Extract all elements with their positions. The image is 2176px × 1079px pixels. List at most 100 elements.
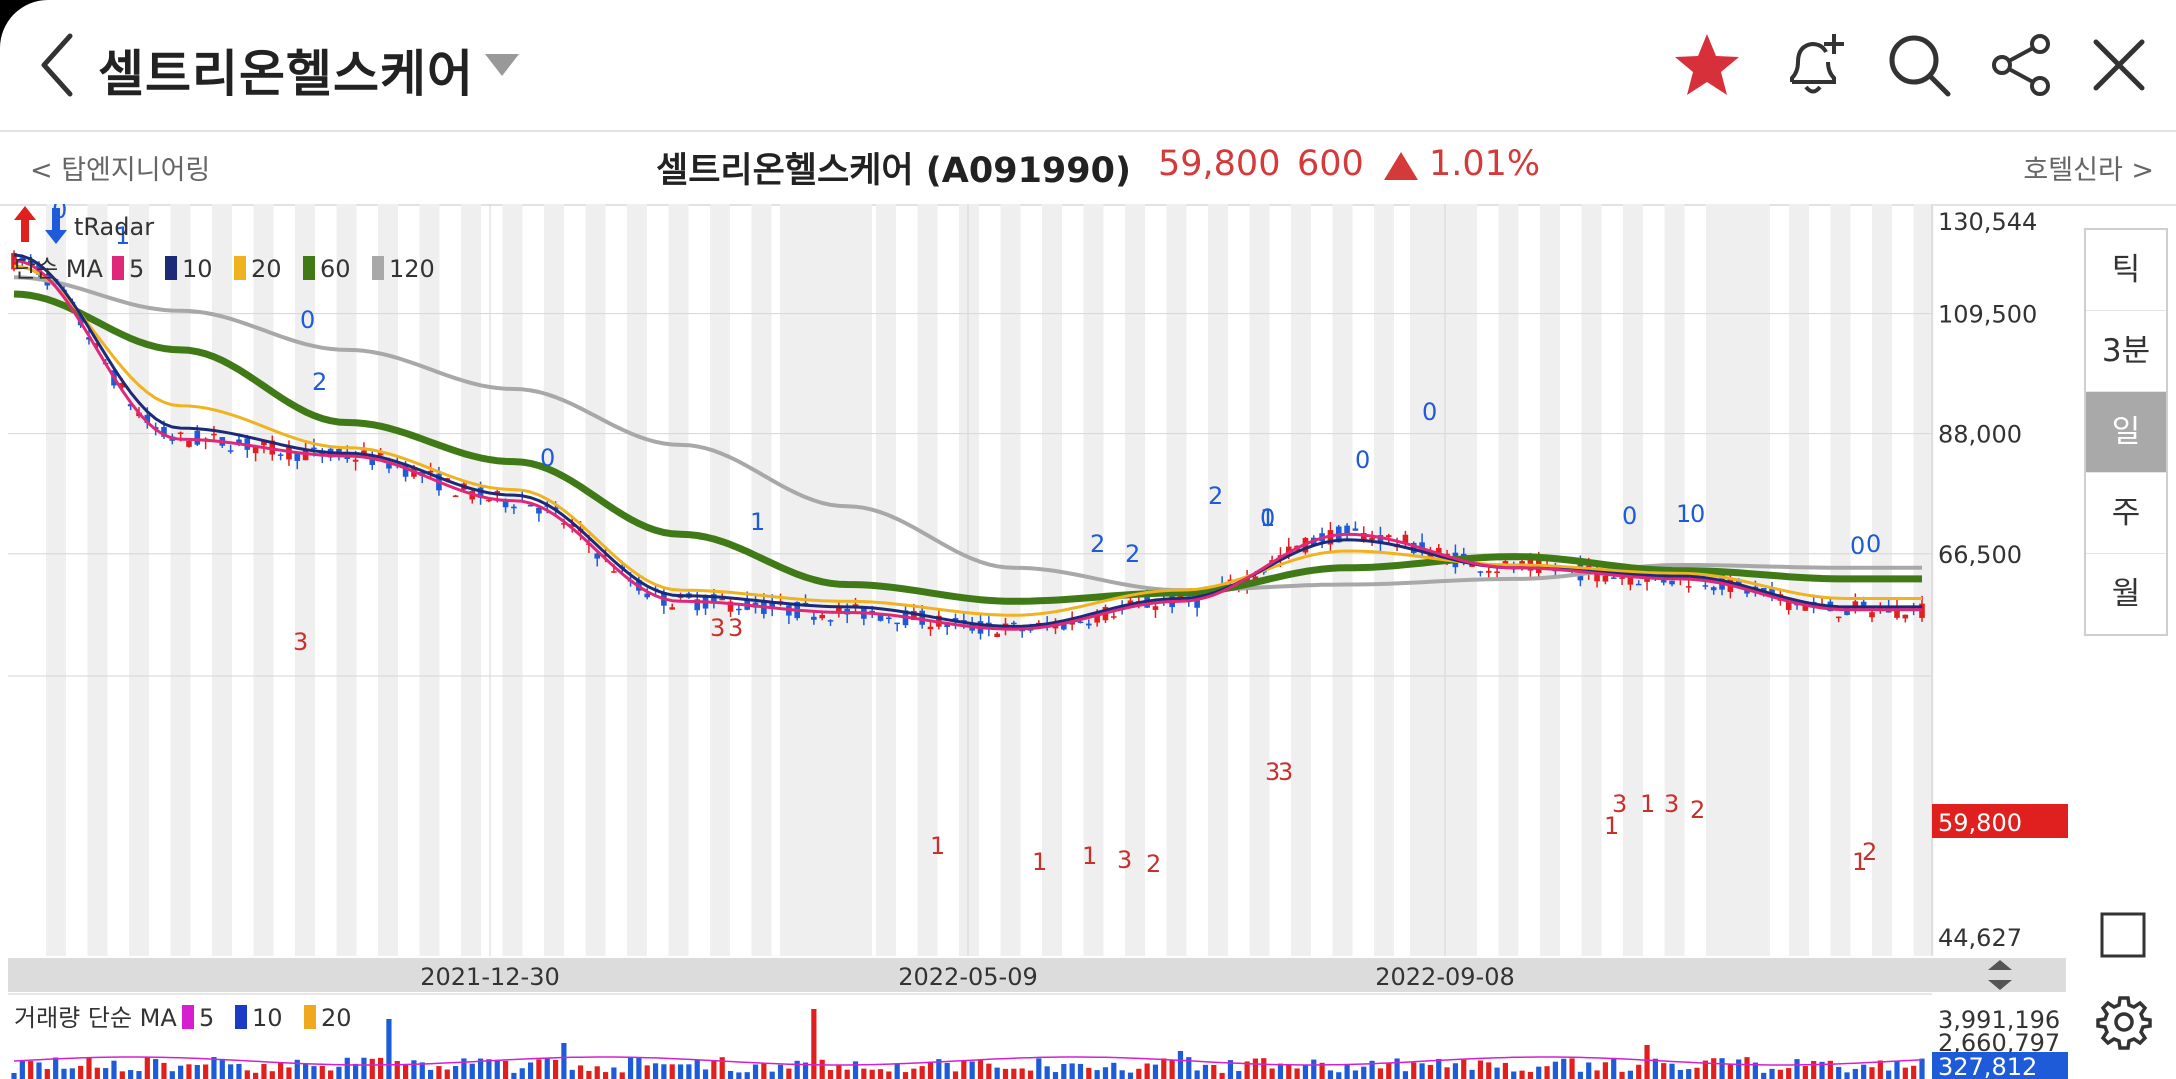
candle <box>227 450 234 452</box>
weekend-band <box>1000 204 1021 956</box>
candle <box>252 446 259 454</box>
ma-legend-swatch <box>234 256 246 280</box>
dropdown-icon[interactable] <box>485 54 519 78</box>
x-axis-label: 2022-05-09 <box>898 963 1037 991</box>
volume-bar <box>311 1066 317 1079</box>
volume-bar <box>1669 1063 1675 1079</box>
weekend-band <box>1540 204 1560 956</box>
x-axis-bar <box>8 958 2066 992</box>
candle <box>594 553 601 559</box>
candle <box>894 622 900 625</box>
tradar-icon <box>14 206 67 244</box>
volume-bar <box>494 1059 500 1079</box>
volume-bar <box>1452 1063 1459 1079</box>
candle <box>1194 596 1200 608</box>
volume-bar <box>344 1057 350 1079</box>
volume-bar <box>619 1072 625 1079</box>
candle <box>1410 542 1417 553</box>
volume-bar <box>827 1070 834 1079</box>
weekend-band <box>87 204 108 956</box>
candle <box>1802 604 1809 611</box>
volume-bar <box>1886 1070 1892 1079</box>
ma-line-5 <box>13 259 1922 631</box>
weekend-band <box>419 204 440 956</box>
share-icon[interactable] <box>1986 30 2056 100</box>
volume-bar <box>1894 1061 1900 1079</box>
volume-bar <box>852 1061 859 1079</box>
volume-bar <box>1861 1064 1867 1079</box>
volume-bar <box>502 1060 509 1079</box>
weekend-band <box>170 204 191 956</box>
signal-label-red: 3 <box>1664 790 1679 818</box>
search-icon[interactable] <box>1884 30 1954 100</box>
volume-bar <box>886 1071 892 1079</box>
next-stock-link[interactable]: 호텔신라 > <box>2023 155 2154 186</box>
weekend-band <box>751 204 772 956</box>
volume-bar <box>1252 1058 1259 1079</box>
volume-bar <box>586 1070 592 1079</box>
volume-bar <box>844 1069 850 1079</box>
volume-bar <box>1719 1058 1725 1079</box>
candle <box>1710 587 1717 591</box>
volume-bar <box>1436 1058 1442 1079</box>
resize-handle-icon[interactable] <box>1988 960 2012 990</box>
candle <box>1019 629 1025 632</box>
settings-icon[interactable] <box>2096 994 2152 1050</box>
volume-bar <box>1577 1071 1583 1079</box>
ma-line-20 <box>13 264 1922 617</box>
signal-label-red: 2 <box>1862 838 1877 866</box>
y-axis-label: 109,500 <box>1938 301 2037 329</box>
page-title[interactable]: 셀트리온헬스케어 <box>98 45 474 103</box>
volume-bar <box>219 1058 225 1079</box>
back-icon[interactable] <box>38 30 78 100</box>
period-day[interactable]: 일 <box>2086 392 2166 473</box>
volume-bar <box>53 1057 59 1079</box>
volume-bar <box>369 1058 375 1079</box>
volume-bar <box>236 1063 242 1079</box>
period-week[interactable]: 주 <box>2086 473 2166 554</box>
volume-bar <box>1586 1062 1592 1079</box>
volume-bar <box>477 1058 484 1079</box>
volume-bar <box>319 1065 325 1079</box>
price-chart[interactable]: 01020122020010100033311132333113212 130,… <box>0 204 2070 1079</box>
volume-bar <box>1919 1058 1925 1079</box>
candle <box>177 432 184 435</box>
volume-bar <box>1686 1069 1692 1079</box>
candle <box>911 610 917 620</box>
close-icon[interactable] <box>2084 30 2154 100</box>
signal-label-blue: 0 <box>300 306 315 334</box>
period-3min[interactable]: 3분 <box>2086 311 2166 392</box>
volume-bar <box>519 1068 525 1079</box>
period-tick[interactable]: 틱 <box>2086 230 2166 311</box>
period-month[interactable]: 월 <box>2111 576 2141 612</box>
volume-bar <box>1411 1062 1417 1079</box>
candle <box>1602 575 1609 582</box>
ma-line-10 <box>13 253 1922 628</box>
volume-legend-prefix: 거래량 단순 MA <box>14 1004 177 1032</box>
volume-bar <box>86 1057 92 1079</box>
volume-legend-swatch <box>304 1005 316 1029</box>
volume-bar <box>328 1070 334 1079</box>
ma-legend-label: 120 <box>389 255 435 283</box>
candle <box>286 446 292 460</box>
volume-bar <box>1502 1062 1509 1079</box>
volume-bar <box>552 1060 559 1079</box>
square-icon[interactable] <box>2100 912 2146 958</box>
candle <box>1835 616 1842 619</box>
stock-header: < 탑엔지니어링 셀트리온헬스케어 (A091990) 59,800 600 1… <box>0 132 2176 206</box>
volume-bar <box>178 1065 184 1079</box>
signal-label-blue: 0 <box>1690 500 1705 528</box>
volume-bar <box>1011 1068 1017 1079</box>
candle <box>369 455 376 465</box>
weekend-band <box>1332 204 1353 956</box>
star-icon[interactable] <box>1672 30 1742 100</box>
signal-label-blue: 0 <box>1260 504 1275 532</box>
bell-plus-icon[interactable] <box>1778 30 1848 100</box>
signal-label-red: 3 <box>1612 790 1627 818</box>
prev-stock-link[interactable]: < 탑엔지니어링 <box>30 155 211 186</box>
volume-bar <box>911 1068 917 1079</box>
candle <box>19 257 26 262</box>
volume-bar <box>744 1072 750 1079</box>
volume-bar <box>794 1060 800 1079</box>
